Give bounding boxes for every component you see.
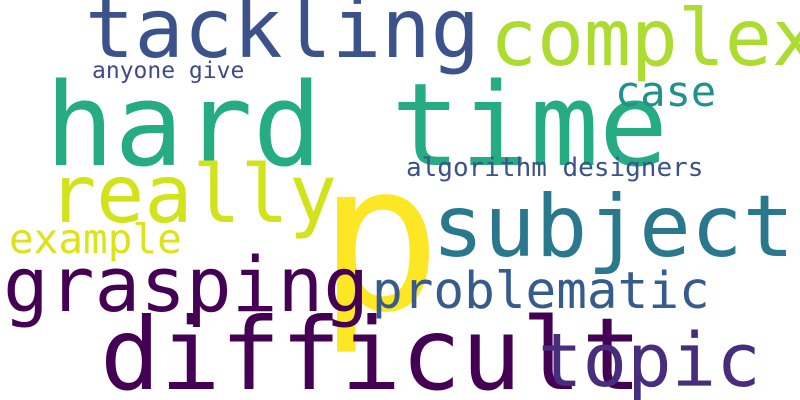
- word-p: p: [318, 120, 442, 358]
- word-topic: topic: [538, 318, 761, 400]
- word-subject: subject: [432, 177, 795, 277]
- word-anyone-give: anyone give: [92, 58, 245, 84]
- word-grasping: grasping: [3, 240, 370, 329]
- word-problematic: problematic: [372, 262, 710, 321]
- word-example: example: [9, 215, 182, 263]
- word-really: really: [48, 148, 337, 241]
- word-algorithm-designers: algorithm designers: [406, 153, 704, 183]
- word-hard-time: hard time: [45, 59, 669, 193]
- word-complex: complex: [490, 0, 800, 84]
- word-difficult: difficult: [100, 296, 642, 400]
- word-case: case: [615, 67, 717, 116]
- word-tackling: tackling: [85, 0, 480, 77]
